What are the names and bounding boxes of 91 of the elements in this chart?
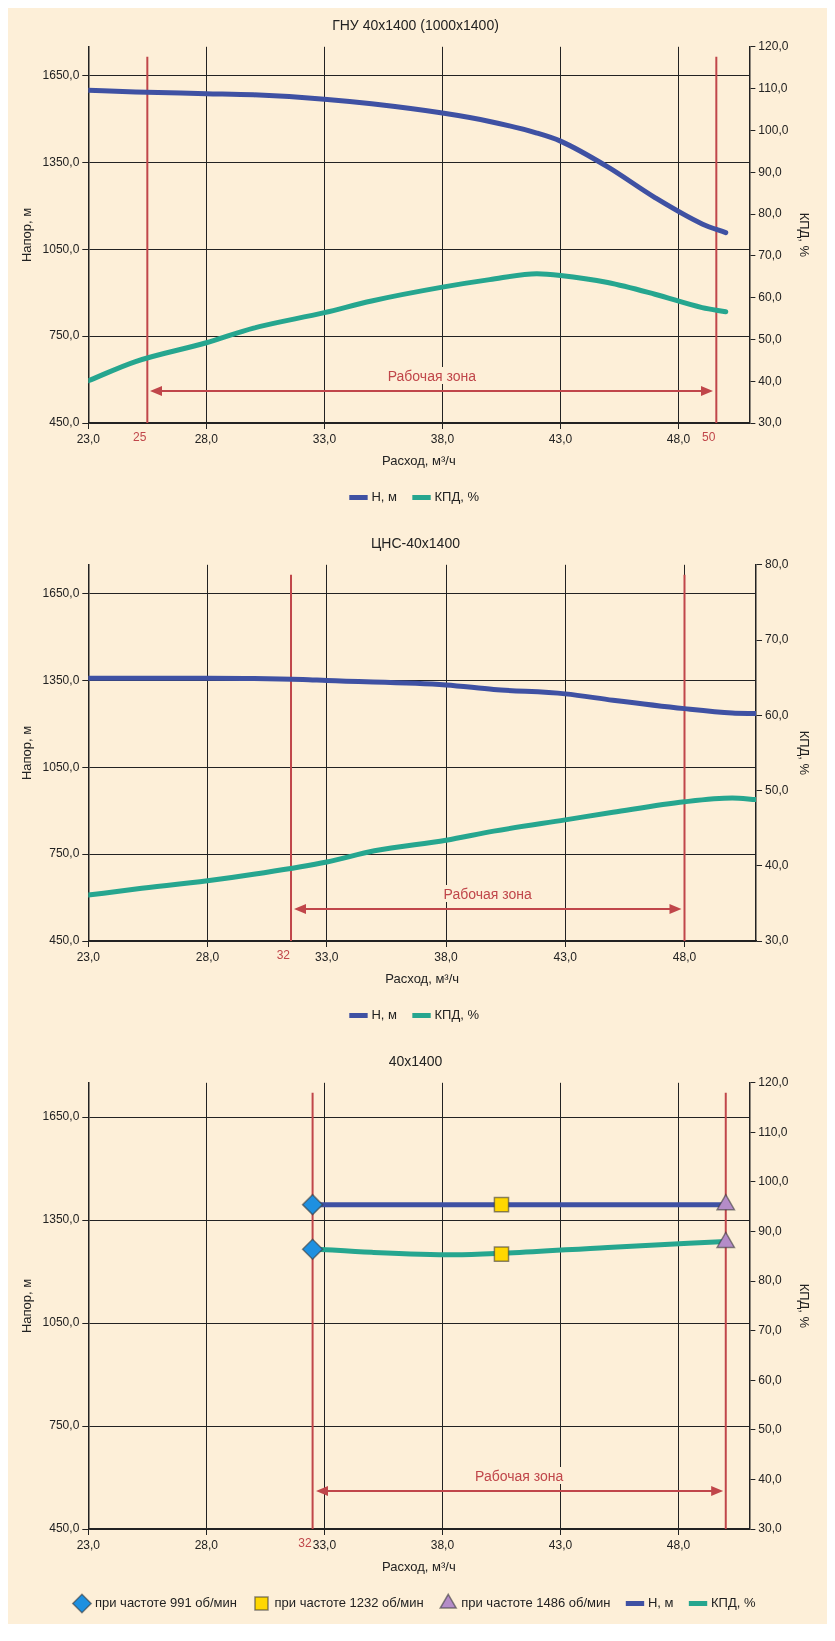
y2-tick-label: 120,0 <box>758 1075 789 1090</box>
y-tick-label: 450,0 <box>49 933 80 948</box>
y2-tick-label: 100,0 <box>758 122 789 137</box>
y-axis-title: Напор, м <box>19 725 35 781</box>
x-tick-label: 38,0 <box>434 949 459 964</box>
x-tick-label: 48,0 <box>666 431 691 446</box>
y-tick-label: 450,0 <box>49 1521 80 1536</box>
y-tick-label: 1050,0 <box>42 1315 80 1330</box>
x-tick-label: 23,0 <box>76 949 101 964</box>
ref-line-label: 32 <box>298 1536 312 1551</box>
y2-tick-label: 60,0 <box>765 707 789 722</box>
legend-label: Н, м <box>371 1007 398 1023</box>
legend-label: КПД, % <box>434 489 480 505</box>
x-tick-label: 33,0 <box>315 949 339 964</box>
y2-tick-label: 50,0 <box>765 782 789 797</box>
point <box>493 1246 510 1262</box>
y-tick-label: 750,0 <box>49 846 80 861</box>
x-tick-label: 23,0 <box>76 431 101 446</box>
y2-tick-label: 40,0 <box>765 858 789 873</box>
x-tick-label: 48,0 <box>666 1537 691 1552</box>
chart-title: ЦНС-40x1400 <box>371 535 461 552</box>
legend-label: Н, м <box>647 1595 674 1611</box>
x-axis-title: Расход, м³/ч <box>385 970 460 986</box>
y2-tick-label: 50,0 <box>758 331 783 346</box>
x-tick-label: 43,0 <box>548 431 573 446</box>
y-tick-label: 1350,0 <box>42 1212 80 1227</box>
y2-tick-label: 100,0 <box>758 1174 789 1189</box>
y2-tick-label: 80,0 <box>758 206 783 221</box>
annotation: Рабочая зона <box>387 367 477 384</box>
y2-tick-label: 70,0 <box>765 632 789 647</box>
y2-tick-label: 110,0 <box>758 80 788 95</box>
x-tick-label: 33,0 <box>312 1537 337 1552</box>
y2-axis-title: КПД, % <box>796 212 812 258</box>
y-tick-label: 1350,0 <box>42 154 80 169</box>
y-tick-label: 1050,0 <box>42 241 80 256</box>
x-tick-label: 43,0 <box>553 949 578 964</box>
y2-tick-label: 40,0 <box>758 1471 783 1486</box>
legend-label: КПД, % <box>711 1595 756 1611</box>
y2-axis-title: КПД, % <box>796 730 812 776</box>
ref-line-label: 25 <box>132 430 147 445</box>
y2-tick-label: 30,0 <box>758 1521 783 1536</box>
annotation: Рабочая зона <box>443 885 533 902</box>
legend-label: при частоте 1232 об/мин <box>274 1595 424 1611</box>
x-tick-label: 23,0 <box>76 1537 101 1552</box>
y-tick-label: 1350,0 <box>42 672 80 687</box>
y-tick-label: 1050,0 <box>42 759 80 774</box>
annotation: Рабочая зона <box>475 1467 564 1484</box>
y2-tick-label: 30,0 <box>765 933 789 948</box>
y-axis-title: Напор, м <box>19 1278 35 1334</box>
y-tick-label: 1650,0 <box>42 586 80 601</box>
x-axis-title: Расход, м³/ч <box>381 1558 456 1574</box>
y-tick-label: 450,0 <box>49 415 80 430</box>
x-tick-label: 28,0 <box>194 431 219 446</box>
x-tick-label: 38,0 <box>430 431 455 446</box>
y2-tick-label: 90,0 <box>758 164 783 179</box>
legend-label: КПД, % <box>434 1007 480 1023</box>
legend-label: Н, м <box>371 489 398 505</box>
y2-tick-label: 30,0 <box>758 415 783 430</box>
y-tick-label: 1650,0 <box>42 68 80 83</box>
y2-tick-label: 60,0 <box>758 1372 783 1387</box>
y2-tick-label: 120,0 <box>758 39 789 54</box>
y2-tick-label: 70,0 <box>758 248 783 263</box>
y2-tick-label: 80,0 <box>758 1273 783 1288</box>
chart-title: 40x1400 <box>388 1053 443 1070</box>
point <box>493 1196 510 1213</box>
y2-tick-label: 90,0 <box>758 1223 783 1238</box>
x-tick-label: 43,0 <box>548 1537 573 1552</box>
point <box>301 1193 324 1216</box>
y2-tick-label: 40,0 <box>758 373 783 388</box>
y2-tick-label: 110,0 <box>758 1124 788 1139</box>
y2-tick-label: 60,0 <box>758 289 783 304</box>
y-tick-label: 1650,0 <box>42 1109 80 1124</box>
ref-line-label: 50 <box>701 430 716 445</box>
legend-label: при частоте 991 об/мин <box>94 1595 237 1611</box>
y-axis-title: Напор, м <box>19 207 35 263</box>
legend-label: при частоте 1486 об/мин <box>461 1595 611 1611</box>
ref-line-label: 32 <box>276 948 291 963</box>
x-tick-label: 33,0 <box>312 431 337 446</box>
y2-tick-label: 50,0 <box>758 1422 783 1437</box>
x-axis-title: Расход, м³/ч <box>381 452 456 468</box>
y2-axis-title: КПД, % <box>796 1283 812 1329</box>
y2-tick-label: 80,0 <box>765 557 789 572</box>
y-tick-label: 750,0 <box>49 328 80 343</box>
chart-title: ГНУ 40x1400 (1000x1400) <box>332 17 499 34</box>
x-tick-label: 38,0 <box>430 1537 455 1552</box>
y-tick-label: 750,0 <box>49 1418 80 1433</box>
x-tick-label: 28,0 <box>195 949 220 964</box>
x-tick-label: 28,0 <box>194 1537 219 1552</box>
y2-tick-label: 70,0 <box>758 1323 783 1337</box>
x-tick-label: 48,0 <box>672 949 697 964</box>
point <box>301 1238 324 1261</box>
